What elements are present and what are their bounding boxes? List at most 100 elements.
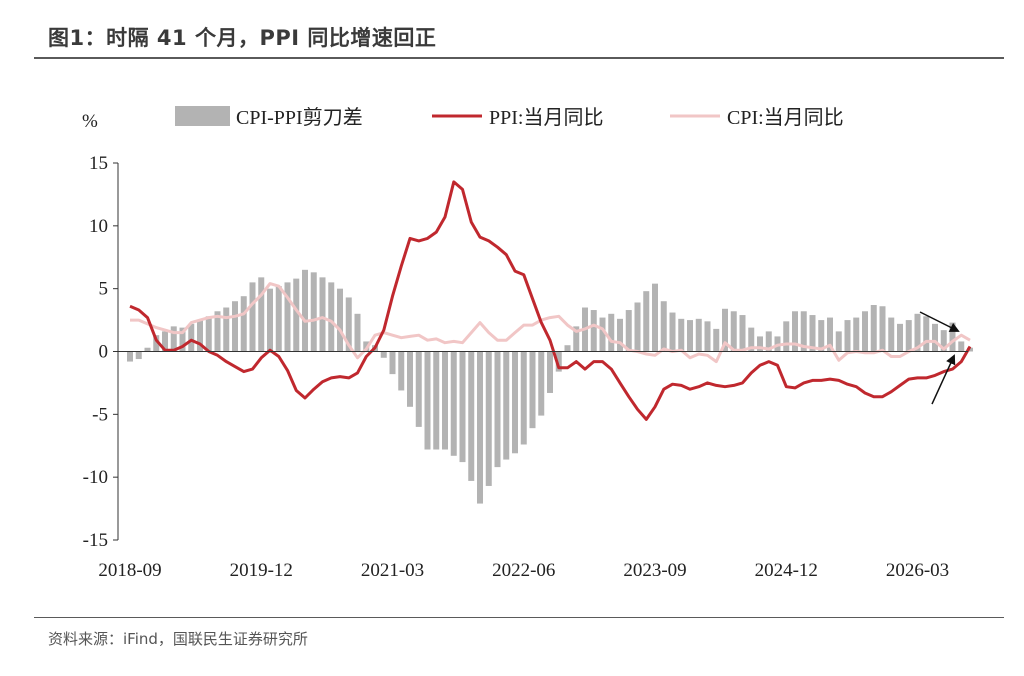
bar-cpi-ppi-gap (564, 345, 571, 352)
bar-cpi-ppi-gap (835, 331, 842, 352)
bar-cpi-ppi-gap (949, 322, 956, 352)
bar-cpi-ppi-gap (415, 351, 422, 427)
bar-cpi-ppi-gap (643, 291, 650, 352)
bar-cpi-ppi-gap (695, 318, 702, 352)
bar-cpi-ppi-gap (433, 351, 440, 450)
bar-cpi-ppi-gap (232, 301, 238, 352)
bar-cpi-ppi-gap (608, 313, 615, 352)
axes: 15 10 5 0 -5 -10 -15 2018-09 2019-12 2021-03 2022-… (83, 153, 968, 581)
bar-cpi-ppi-gap (442, 351, 448, 450)
bar-cpi-ppi-gap (792, 311, 798, 352)
bar-cpi-ppi-gap (905, 320, 912, 352)
bar-cpi-ppi-gap (135, 351, 142, 360)
bar-cpi-ppi-gap (127, 351, 133, 362)
bar-cpi-ppi-gap (345, 297, 352, 352)
bar-cpi-ppi-gap (468, 351, 475, 481)
bar-cpi-ppi-gap (678, 318, 685, 352)
footer-rule (34, 617, 1004, 618)
x-tick-label: 2022-06 (492, 560, 555, 581)
y-tick-label: 0 (99, 342, 109, 363)
x-tick-label: 2023-09 (623, 560, 686, 581)
legend-label-cpi: CPI:当月同比 (727, 106, 844, 129)
bar-cpi-ppi-gap (380, 351, 387, 358)
bar-cpi-ppi-gap (599, 317, 606, 352)
bar-cpi-ppi-gap (267, 288, 273, 352)
y-tick-label: -5 (92, 404, 108, 425)
bar-cpi-ppi-gap (888, 317, 895, 352)
bar-cpi-ppi-gap (748, 327, 755, 352)
bar-cpi-ppi-gap (205, 316, 212, 352)
bar-cpi-ppi-gap (940, 330, 947, 352)
bar-cpi-ppi-gap (765, 331, 772, 352)
bar-cpi-ppi-gap (844, 320, 851, 352)
bar-cpi-ppi-gap (555, 351, 562, 372)
bar-cpi-ppi-gap (538, 351, 545, 416)
bar-cpi-ppi-gap (520, 351, 527, 445)
plot-area (127, 180, 973, 504)
bar-cpi-ppi-gap (214, 311, 221, 352)
bar-cpi-ppi-gap (923, 316, 930, 352)
bar-cpi-ppi-gap (739, 315, 746, 352)
bar-cpi-ppi-gap (669, 312, 676, 352)
bar-cpi-ppi-gap (730, 311, 737, 352)
bar-cpi-ppi-gap (879, 306, 886, 352)
bar-cpi-ppi-gap (757, 336, 763, 352)
bar-cpi-ppi-gap (573, 326, 580, 352)
bar-cpi-ppi-gap (853, 317, 860, 352)
source-note: 资料来源：iFind，国联民生证券研究所 (48, 630, 308, 648)
bar-cpi-ppi-gap (914, 313, 921, 352)
bar-cpi-ppi-gap (617, 318, 623, 352)
bar-cpi-ppi-gap (284, 282, 291, 352)
bar-cpi-ppi-gap (170, 326, 177, 352)
bar-cpi-ppi-gap (827, 317, 833, 352)
bar-cpi-ppi-gap (162, 331, 168, 352)
annotations (919, 311, 960, 405)
bar-cpi-ppi-gap (722, 308, 728, 352)
bar-cpi-ppi-gap (293, 278, 300, 352)
bar-cpi-ppi-gap (144, 347, 151, 352)
bar-cpi-ppi-gap (713, 328, 720, 352)
bar-cpi-ppi-gap (258, 277, 265, 352)
bar-cpi-ppi-gap (337, 288, 343, 352)
legend-swatch-bar (175, 106, 230, 126)
page-title: 图1：时隔 41 个月，PPI 同比增速回正 (48, 26, 437, 50)
bar-cpi-ppi-gap (389, 351, 396, 375)
y-axis-unit-label: % (82, 111, 98, 132)
legend: CPI-PPI剪刀差 PPI:当月同比 CPI:当月同比 (175, 106, 844, 129)
bar-cpi-ppi-gap (512, 351, 518, 454)
bar-cpi-ppi-gap (590, 310, 597, 352)
bar-cpi-ppi-gap (932, 323, 938, 352)
legend-label-bar: CPI-PPI剪刀差 (236, 106, 363, 129)
bar-cpi-ppi-gap (197, 320, 203, 352)
series-line-ppi (129, 180, 972, 421)
y-tick-label: 5 (99, 279, 109, 300)
bar-cpi-ppi-gap (240, 296, 247, 352)
bar-cpi-ppi-gap (862, 311, 868, 352)
bar-cpi-ppi-gap (459, 351, 466, 463)
bar-cpi-ppi-gap (529, 351, 536, 429)
bar-cpi-ppi-gap (704, 321, 711, 352)
bar-cpi-ppi-gap (652, 283, 658, 352)
bar-cpi-ppi-gap (424, 351, 431, 450)
bar-cpi-ppi-gap (407, 351, 413, 407)
bar-cpi-ppi-gap (818, 320, 825, 352)
bar-cpi-ppi-gap (660, 301, 667, 352)
bar-cpi-ppi-gap (967, 347, 973, 352)
legend-label-ppi: PPI:当月同比 (489, 106, 603, 129)
y-tick-label: -15 (83, 530, 108, 551)
y-tick-label: 10 (89, 216, 108, 237)
bar-cpi-ppi-gap (687, 320, 693, 352)
bar-cpi-ppi-gap (477, 351, 483, 504)
series-line-cpi (130, 282, 971, 364)
bar-cpi-ppi-gap (398, 351, 405, 391)
bar-cpi-ppi-gap (450, 351, 457, 456)
bar-cpi-ppi-gap (188, 323, 195, 352)
annotation-arrow-lower (931, 354, 956, 405)
bar-cpi-ppi-gap (809, 315, 816, 352)
bar-cpi-ppi-gap (319, 277, 326, 352)
bar-cpi-ppi-gap (354, 313, 361, 352)
y-tick-label: 15 (89, 153, 108, 174)
bar-cpi-ppi-gap (958, 341, 965, 352)
bar-cpi-ppi-gap (783, 321, 790, 352)
x-tick-label: 2019-12 (230, 560, 293, 581)
